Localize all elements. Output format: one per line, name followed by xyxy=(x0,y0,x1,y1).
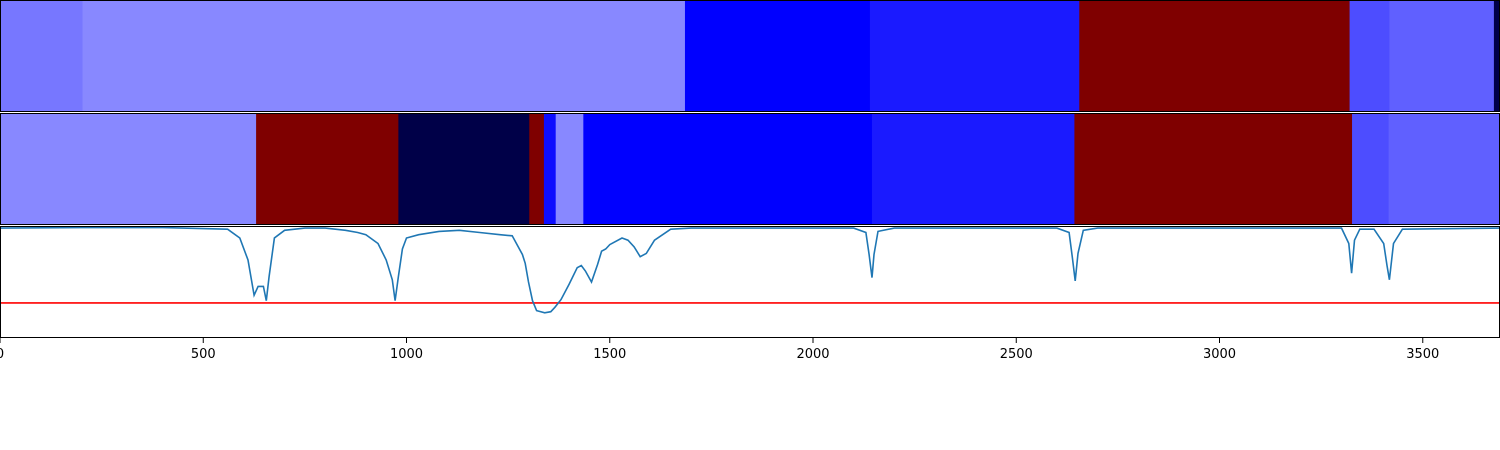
segment-strip-2 xyxy=(0,113,1500,225)
x-tick-label-3000: 3000 xyxy=(1203,347,1236,362)
segment-strip-1-segment-7 xyxy=(1493,0,1500,112)
x-tick-label-1500: 1500 xyxy=(593,347,626,362)
segment-strip-2-segment-8 xyxy=(1074,113,1353,225)
line-plot-panel xyxy=(0,226,1500,314)
line-plot-frame xyxy=(0,226,1500,338)
segment-strip-2-segment-10 xyxy=(1388,113,1500,225)
segment-strip-1-segment-0 xyxy=(0,0,84,112)
segment-strip-1-segment-6 xyxy=(1389,0,1495,112)
segment-strip-2-segment-5 xyxy=(555,113,584,225)
segment-strip-2-segment-6 xyxy=(583,113,873,225)
segment-strip-1-segment-3 xyxy=(869,0,1080,112)
segment-strip-1-segment-5 xyxy=(1349,0,1391,112)
segment-strip-1-segment-2 xyxy=(684,0,871,112)
x-tick-label-0: 0 xyxy=(0,347,4,362)
segment-strip-2-segment-4 xyxy=(543,113,557,225)
x-axis: 0 500 1000 1500 2000 2500 3000 3500 xyxy=(0,338,1439,362)
segment-strip-2-segment-0 xyxy=(0,113,257,225)
x-tick-label-3500: 3500 xyxy=(1406,347,1439,362)
x-tick-label-500: 500 xyxy=(191,347,216,362)
segment-strip-1-segment-1 xyxy=(82,0,686,112)
series-line xyxy=(0,226,1500,314)
segment-strip-2-segment-1 xyxy=(256,113,399,225)
segment-strip-2-segment-7 xyxy=(871,113,1075,225)
x-tick-label-2500: 2500 xyxy=(1000,347,1033,362)
x-tick-label-1000: 1000 xyxy=(390,347,423,362)
segment-strip-2-segment-2 xyxy=(398,113,530,225)
x-tick-label-2000: 2000 xyxy=(796,347,829,362)
segment-strip-1-segment-4 xyxy=(1079,0,1351,112)
segment-strip-1 xyxy=(0,0,1500,112)
segment-strip-2-segment-9 xyxy=(1352,113,1390,225)
segment-strip-2-segment-3 xyxy=(529,113,545,225)
